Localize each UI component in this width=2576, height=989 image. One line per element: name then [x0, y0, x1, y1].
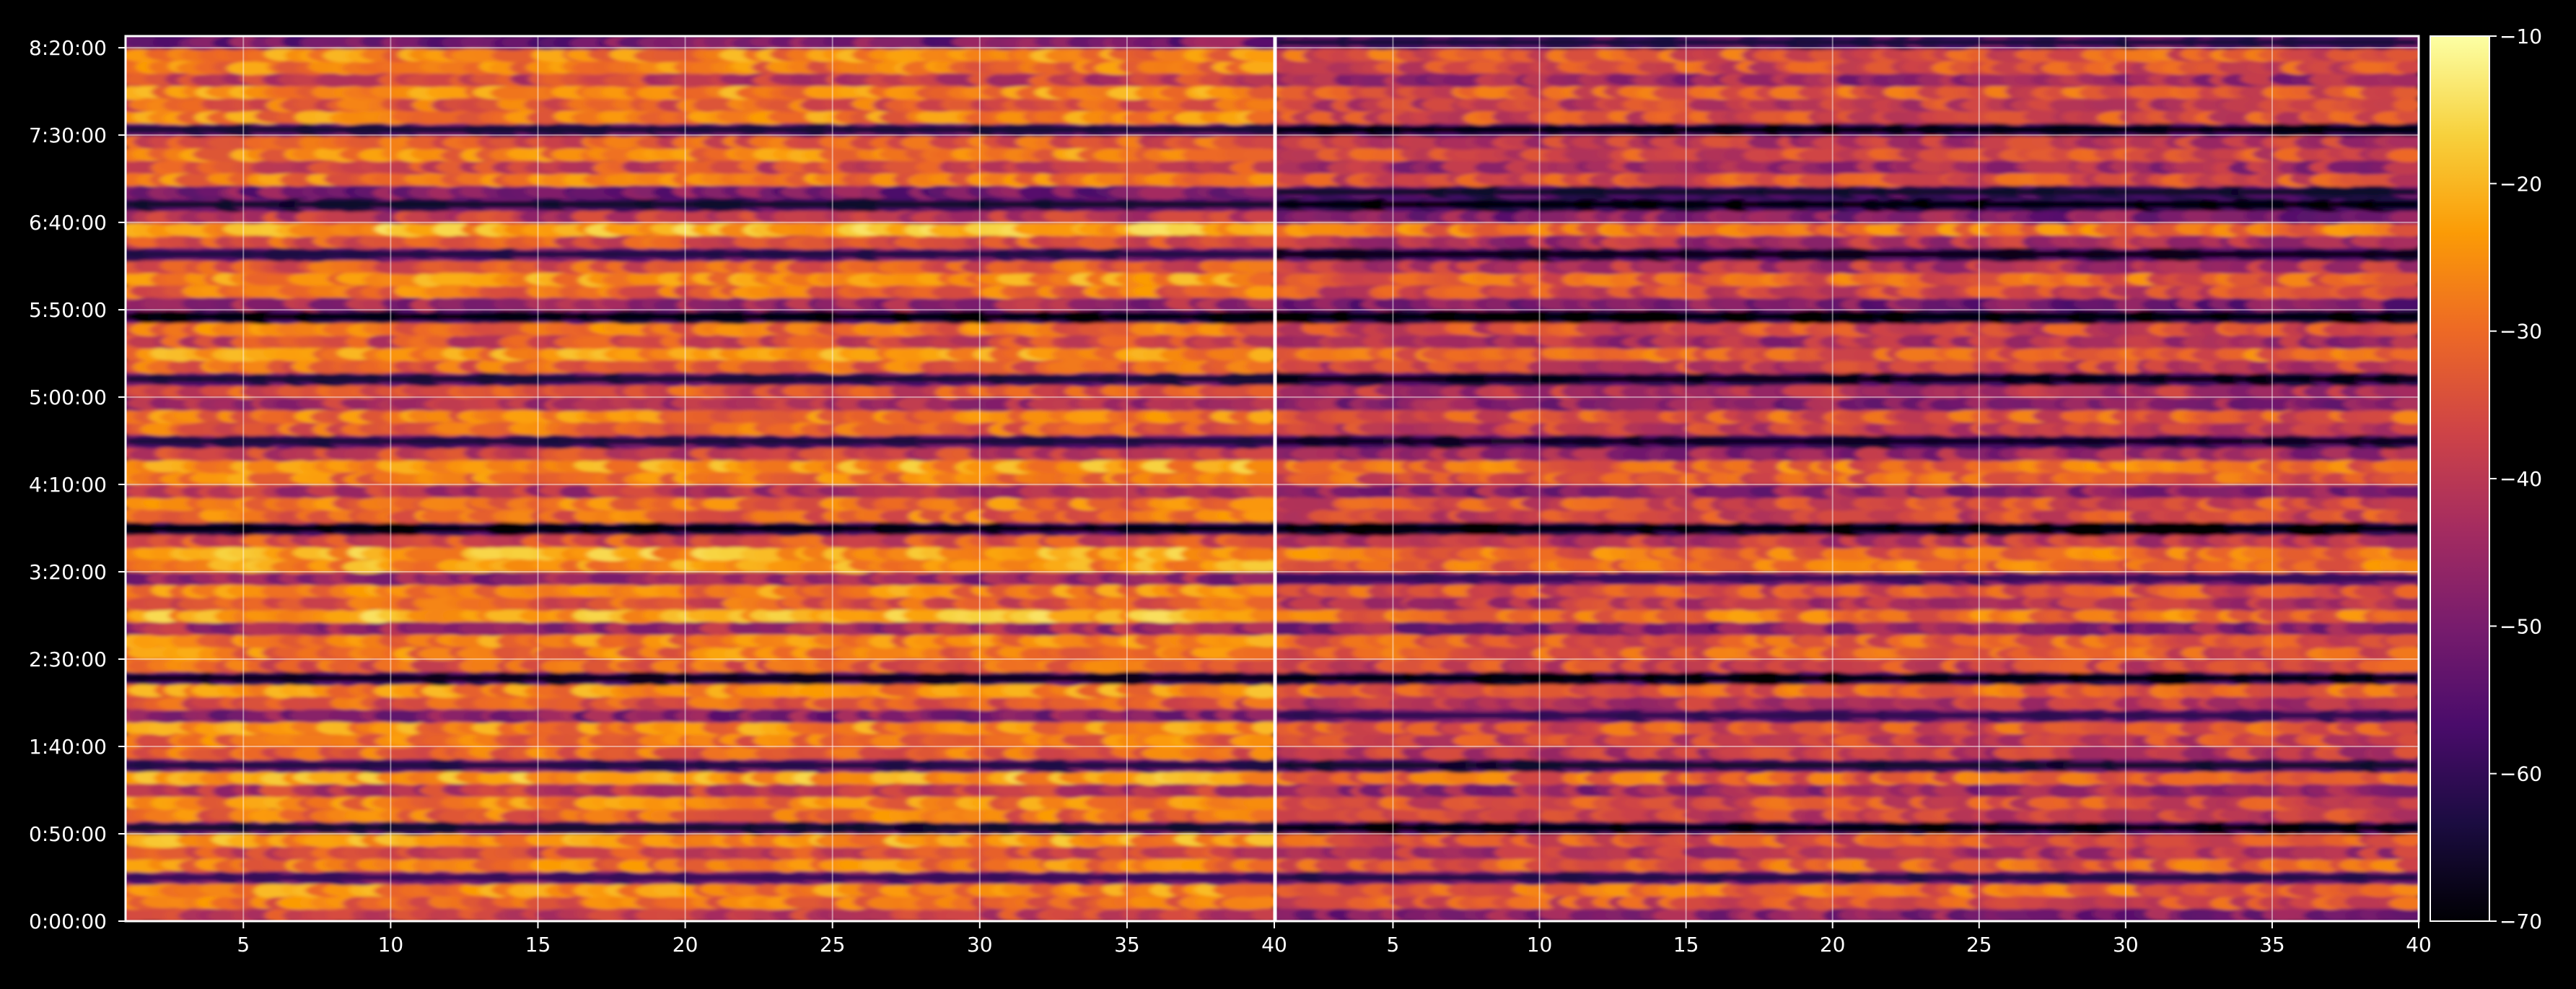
heatmap-cell	[1247, 783, 1274, 798]
heatmap-cell	[1245, 684, 1274, 699]
heatmap-cell	[1252, 720, 1274, 735]
heatmap-cell	[1245, 883, 1274, 897]
heatmap-cell	[1248, 894, 1274, 909]
heatmap-gap	[126, 313, 1274, 320]
heatmap-cell	[1250, 808, 1274, 822]
heatmap-cell	[1242, 846, 1274, 861]
heatmap-cell	[1246, 858, 1274, 873]
heatmap-gap	[126, 874, 1274, 881]
heatmap-cell	[1241, 772, 1274, 786]
heatmap-cell	[1251, 908, 1274, 921]
heatmap-gap	[126, 126, 1274, 133]
heatmap-gap	[126, 375, 1274, 383]
heatmap-gap	[126, 824, 1274, 831]
heatmap-gap	[126, 201, 1274, 208]
heatmap-cell	[1246, 707, 1274, 722]
heatmap-gap	[126, 250, 1274, 258]
heatmap-cell	[820, 845, 853, 859]
heatmap-cell	[1250, 659, 1274, 674]
heatmap-gap	[126, 437, 1274, 445]
heatmap-cell	[1249, 746, 1274, 761]
heatmap-gap	[126, 674, 1274, 681]
heatmap-panel-left	[124, 35, 1276, 923]
heatmap-cells-left	[126, 36, 1274, 921]
heatmap-gap	[126, 525, 1274, 532]
heatmap-gap	[126, 762, 1274, 769]
heatmap-cell	[1242, 694, 1274, 709]
heatmap-cell	[1243, 796, 1274, 811]
heatmap-cell	[1247, 734, 1274, 749]
heatmap-cell	[1245, 832, 1274, 847]
heatmap-cell	[870, 770, 901, 785]
heatmap-cell	[1097, 846, 1134, 861]
